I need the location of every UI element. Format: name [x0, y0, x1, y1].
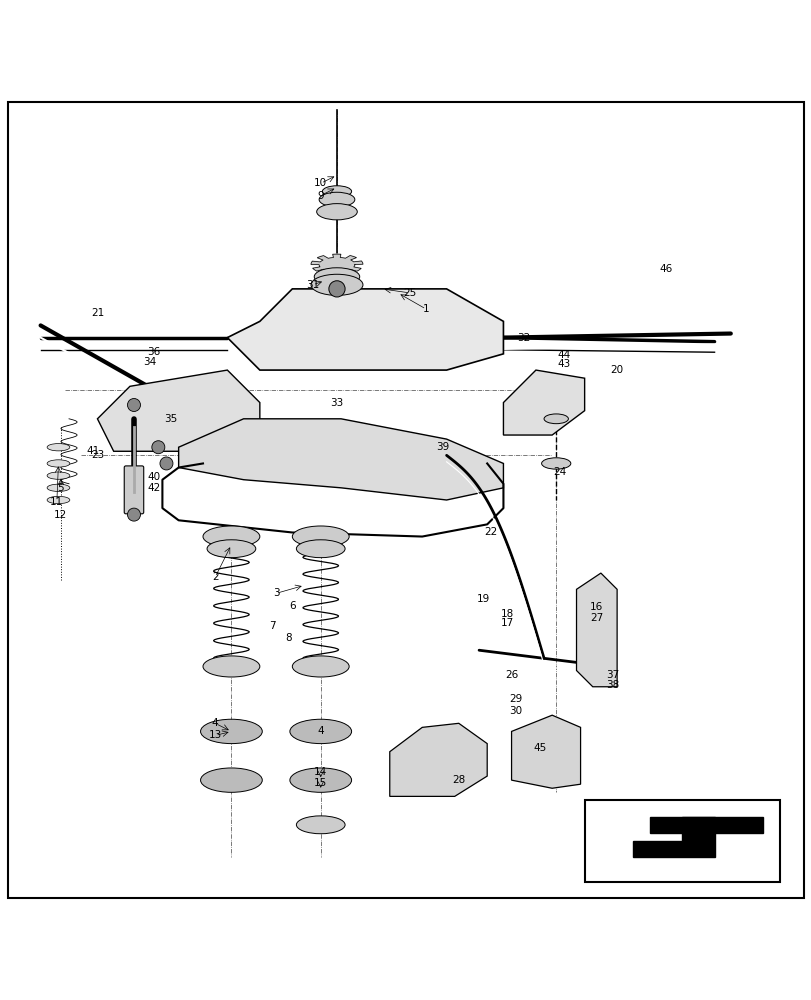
- Text: 2: 2: [212, 572, 218, 582]
- Ellipse shape: [290, 768, 351, 792]
- Text: 5: 5: [58, 483, 64, 493]
- Text: 27: 27: [590, 613, 603, 623]
- Ellipse shape: [47, 460, 70, 467]
- Text: 40: 40: [148, 472, 161, 482]
- Text: 13: 13: [208, 730, 221, 740]
- Polygon shape: [503, 370, 584, 435]
- Text: 29: 29: [508, 694, 521, 704]
- Ellipse shape: [296, 816, 345, 834]
- Ellipse shape: [319, 192, 354, 207]
- Circle shape: [152, 441, 165, 454]
- Ellipse shape: [314, 268, 359, 286]
- Ellipse shape: [541, 458, 570, 469]
- Ellipse shape: [322, 186, 351, 197]
- Text: 15: 15: [314, 778, 327, 788]
- Text: 25: 25: [403, 288, 416, 298]
- Ellipse shape: [47, 472, 70, 479]
- Text: 24: 24: [553, 467, 566, 477]
- Text: 35: 35: [164, 414, 177, 424]
- FancyBboxPatch shape: [124, 466, 144, 514]
- Text: 23: 23: [91, 450, 104, 460]
- Ellipse shape: [316, 204, 357, 220]
- Polygon shape: [97, 370, 260, 451]
- Text: 43: 43: [557, 359, 570, 369]
- Ellipse shape: [292, 526, 349, 547]
- Text: 4: 4: [317, 726, 324, 736]
- Text: 3: 3: [272, 588, 279, 598]
- Polygon shape: [227, 289, 503, 370]
- Ellipse shape: [207, 540, 255, 558]
- Circle shape: [127, 398, 140, 411]
- Text: 14: 14: [314, 767, 327, 777]
- Text: 39: 39: [436, 442, 448, 452]
- Text: 9: 9: [317, 191, 324, 201]
- Text: 19: 19: [476, 594, 489, 604]
- Text: 22: 22: [484, 527, 497, 537]
- Text: 28: 28: [452, 775, 465, 785]
- Text: 31: 31: [306, 280, 319, 290]
- Ellipse shape: [311, 274, 363, 295]
- Ellipse shape: [292, 656, 349, 677]
- Polygon shape: [576, 573, 616, 687]
- Text: 11: 11: [50, 497, 63, 507]
- Text: 36: 36: [148, 347, 161, 357]
- Polygon shape: [633, 817, 714, 857]
- Text: 10: 10: [314, 178, 327, 188]
- Text: 1: 1: [423, 304, 429, 314]
- Text: 18: 18: [500, 609, 513, 619]
- Polygon shape: [178, 419, 503, 500]
- Ellipse shape: [296, 540, 345, 558]
- Ellipse shape: [47, 444, 70, 451]
- Text: 21: 21: [91, 308, 104, 318]
- Text: 44: 44: [557, 350, 570, 360]
- Ellipse shape: [290, 719, 351, 744]
- Ellipse shape: [543, 414, 568, 424]
- Circle shape: [127, 508, 140, 521]
- Text: 33: 33: [330, 398, 343, 408]
- Text: 42: 42: [148, 483, 161, 493]
- Ellipse shape: [47, 484, 70, 491]
- Text: 20: 20: [610, 365, 623, 375]
- Text: 6: 6: [289, 601, 295, 611]
- Text: 37: 37: [606, 670, 619, 680]
- Polygon shape: [511, 715, 580, 788]
- Polygon shape: [311, 254, 363, 275]
- Text: 46: 46: [659, 264, 672, 274]
- Text: 41: 41: [87, 446, 100, 456]
- Circle shape: [328, 281, 345, 297]
- Text: 26: 26: [504, 670, 517, 680]
- Text: 45: 45: [533, 743, 546, 753]
- Text: 38: 38: [606, 680, 619, 690]
- Text: 34: 34: [144, 357, 157, 367]
- Text: 30: 30: [508, 706, 521, 716]
- Text: 7: 7: [268, 621, 275, 631]
- Text: 4: 4: [212, 718, 218, 728]
- Circle shape: [160, 457, 173, 470]
- Text: 8: 8: [285, 633, 291, 643]
- Ellipse shape: [47, 496, 70, 504]
- Bar: [584, 800, 779, 882]
- Polygon shape: [649, 817, 762, 833]
- Ellipse shape: [200, 768, 262, 792]
- Text: 17: 17: [500, 618, 513, 628]
- Ellipse shape: [203, 526, 260, 547]
- Ellipse shape: [200, 719, 262, 744]
- Text: 12: 12: [54, 510, 67, 520]
- Text: 32: 32: [517, 333, 530, 343]
- Polygon shape: [389, 723, 487, 796]
- Ellipse shape: [203, 656, 260, 677]
- Text: 16: 16: [590, 602, 603, 612]
